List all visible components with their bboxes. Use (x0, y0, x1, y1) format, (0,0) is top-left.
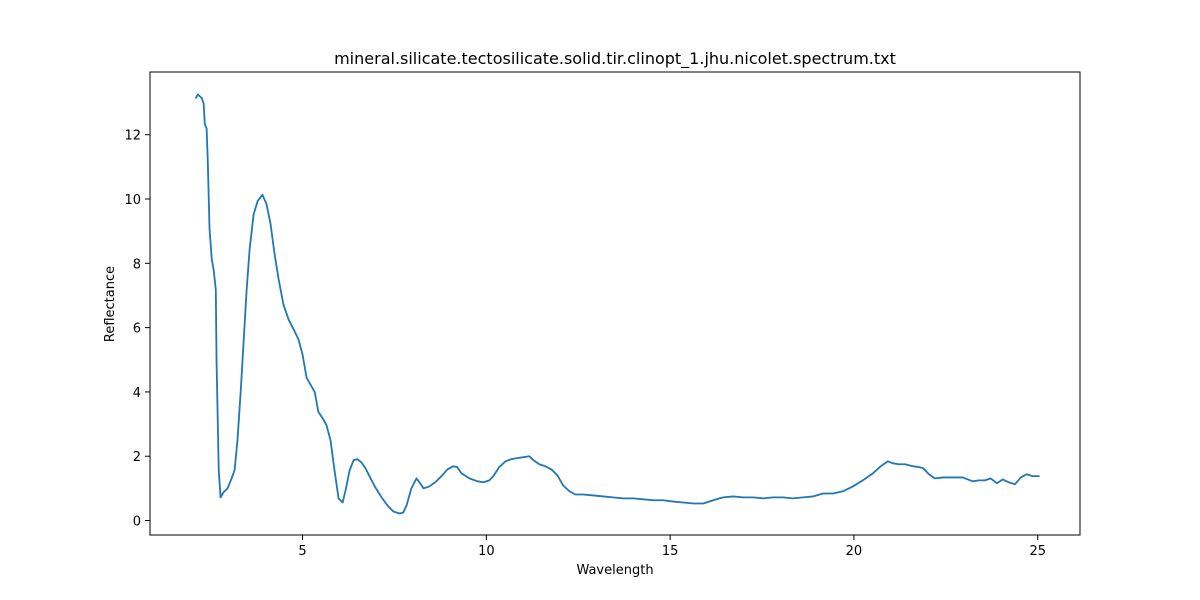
plot-frame (149, 71, 1081, 536)
x-tick-label: 10 (478, 544, 495, 559)
chart-title: mineral.silicate.tectosilicate.solid.tir… (334, 49, 896, 69)
x-axis-label: Wavelength (576, 563, 653, 578)
x-tick-label: 20 (846, 544, 863, 559)
x-tick-label: 5 (298, 544, 306, 559)
y-tick-label: 0 (133, 515, 141, 530)
y-tick-label: 8 (133, 257, 141, 272)
data-line (194, 93, 1040, 515)
y-tick-label: 4 (133, 386, 141, 401)
y-tick-label: 12 (124, 129, 141, 144)
y-tick-label: 6 (133, 322, 141, 337)
y-axis-label: Reflectance (103, 266, 118, 342)
x-tick-label: 15 (662, 544, 679, 559)
y-tick-label: 2 (133, 450, 141, 465)
y-tick-label: 10 (124, 193, 141, 208)
x-tick-label: 25 (1029, 544, 1046, 559)
